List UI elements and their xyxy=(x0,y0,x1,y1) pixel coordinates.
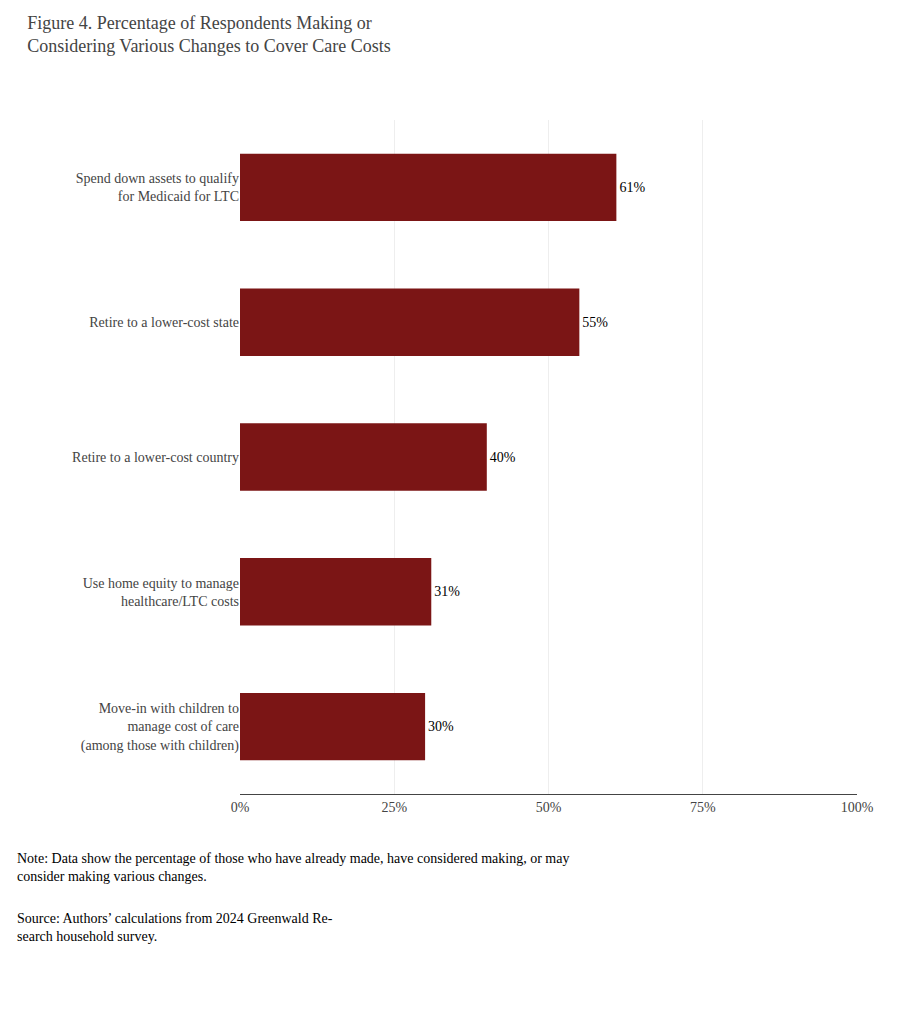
svg-text:30%: 30% xyxy=(428,719,454,734)
svg-text:25%: 25% xyxy=(381,800,407,815)
svg-text:0%: 0% xyxy=(231,800,250,815)
svg-text:Figure 4. Percentage of Respon: Figure 4. Percentage of Respondents Maki… xyxy=(27,13,391,56)
svg-text:Use home equity to managehealt: Use home equity to managehealthcare/LTC … xyxy=(83,576,239,609)
svg-text:Source: Authors’ calculations: Source: Authors’ calculations from 2024 … xyxy=(17,911,333,944)
svg-text:55%: 55% xyxy=(582,315,608,330)
svg-text:Spend down assets to qualifyfo: Spend down assets to qualifyfor Medicaid… xyxy=(76,171,239,204)
svg-text:75%: 75% xyxy=(690,800,716,815)
svg-text:40%: 40% xyxy=(490,450,516,465)
svg-text:50%: 50% xyxy=(536,800,562,815)
svg-text:100%: 100% xyxy=(841,800,874,815)
svg-text:61%: 61% xyxy=(619,180,645,195)
svg-text:Move-in with children tomanage: Move-in with children tomanage cost of c… xyxy=(81,701,240,753)
svg-text:Note: Data show the percentage: Note: Data show the percentage of those … xyxy=(17,851,569,884)
svg-text:31%: 31% xyxy=(434,584,460,599)
svg-text:Retire to a lower-cost state: Retire to a lower-cost state xyxy=(89,315,239,330)
svg-text:Retire to a lower-cost country: Retire to a lower-cost country xyxy=(72,450,239,465)
